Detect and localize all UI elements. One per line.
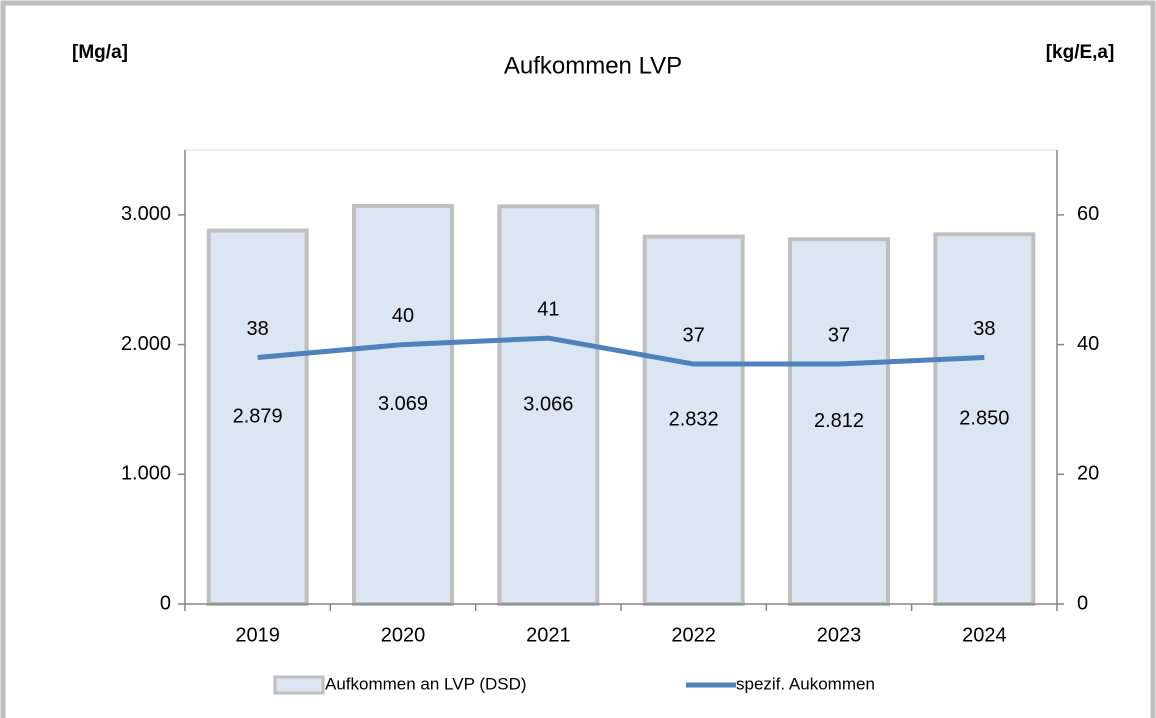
x-tick-label: 2024	[962, 624, 1007, 646]
line-value-label: 37	[683, 324, 705, 346]
line-value-label: 38	[247, 318, 269, 340]
x-tick-label: 2019	[235, 624, 280, 646]
y2-tick-label: 40	[1077, 333, 1099, 355]
y2-axis-label: [kg/E,a]	[1046, 42, 1115, 63]
bar-value-label: 2.850	[959, 407, 1009, 429]
bar	[933, 232, 1036, 606]
bar	[788, 237, 890, 606]
legend-label: Aufkommen an LVP (DSD)	[325, 674, 527, 693]
bar	[497, 204, 600, 607]
y2-tick-label: 20	[1077, 463, 1099, 485]
y-tick-label: 1.000	[121, 463, 171, 485]
chart-title: Aufkommen LVP	[504, 52, 682, 79]
x-tick-label: 2021	[526, 624, 571, 646]
bar-value-label: 2.812	[814, 410, 864, 432]
y2-tick-label: 60	[1077, 203, 1099, 225]
line-value-label: 38	[973, 318, 995, 340]
bar-value-label: 3.069	[378, 393, 428, 415]
bar-value-label: 2.879	[233, 406, 283, 428]
line	[257, 335, 985, 367]
line-value-label: 41	[537, 298, 559, 320]
y-tick-label: 0	[160, 592, 171, 614]
y-tick-label: 2.000	[121, 333, 171, 355]
y-tick-label: 3.000	[121, 203, 171, 225]
x-tick-label: 2020	[381, 624, 426, 646]
bar	[352, 203, 454, 606]
line-value-label: 37	[828, 324, 850, 346]
bar-value-label: 2.832	[669, 409, 719, 431]
x-tick-label: 2022	[671, 624, 716, 646]
legend-swatch	[273, 675, 325, 695]
x-tick-label: 2023	[817, 624, 862, 646]
y2-tick-label: 0	[1077, 592, 1088, 614]
y-axis-label: [Mg/a]	[72, 42, 128, 63]
bar	[642, 234, 745, 606]
legend-label: spezif. Aukommen	[736, 674, 875, 693]
line-value-label: 40	[392, 305, 414, 327]
bar-value-label: 3.066	[523, 393, 573, 415]
bar	[206, 228, 309, 606]
